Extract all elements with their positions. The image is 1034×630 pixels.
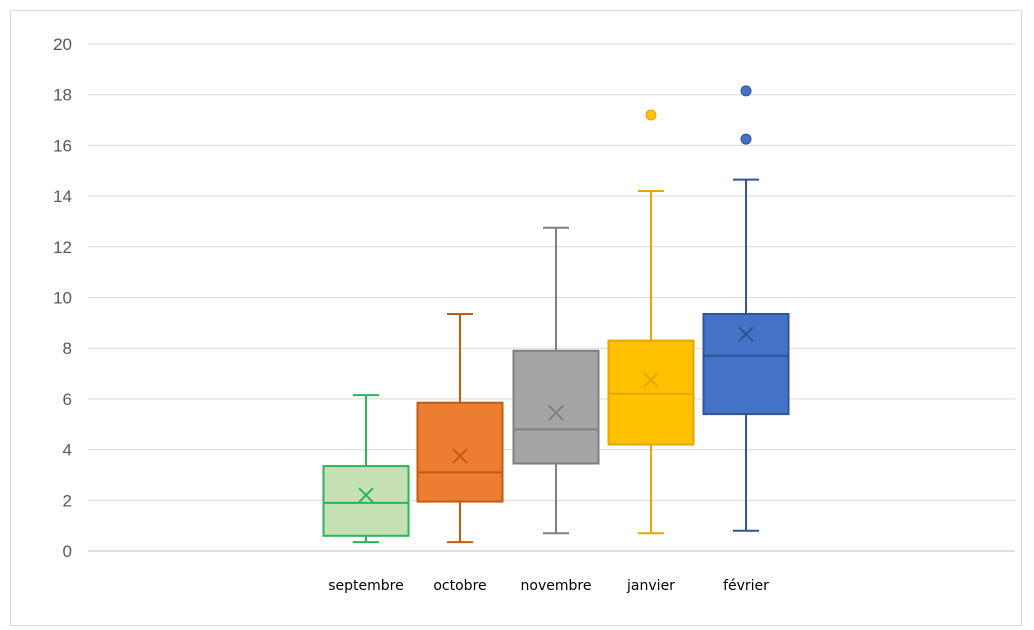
y-tick-label: 10 xyxy=(53,289,72,308)
box-1-iqr-box xyxy=(416,401,504,503)
box-0-iqr-box xyxy=(322,465,410,537)
box-3-outlier-0 xyxy=(645,109,657,121)
box-2-mean-marker-b xyxy=(548,405,564,421)
box-3-iqr-box xyxy=(607,339,695,446)
chart-frame xyxy=(10,10,1022,626)
y-tick-label: 8 xyxy=(63,339,72,358)
y-tick-label: 18 xyxy=(53,86,72,105)
box-4-outlier-0 xyxy=(740,133,752,145)
y-tick-label: 2 xyxy=(63,491,72,510)
box-0-mean-marker-b xyxy=(358,487,374,503)
box-3-mean-marker-b xyxy=(643,372,659,388)
box-4-outlier-1 xyxy=(740,85,752,97)
box-1-mean-marker-b xyxy=(452,448,468,464)
box-4-iqr-box xyxy=(702,312,790,416)
y-tick-label: 20 xyxy=(53,35,72,54)
y-tick-label: 16 xyxy=(53,136,72,155)
category-label-0: septembre xyxy=(328,578,403,594)
category-label-4: février xyxy=(723,578,769,594)
category-label-3: janvier xyxy=(626,578,675,594)
box-2-iqr-box xyxy=(512,349,600,465)
y-tick-label: 12 xyxy=(53,238,72,257)
y-tick-label: 14 xyxy=(53,187,72,206)
y-tick-label: 6 xyxy=(63,390,72,409)
y-tick-label: 4 xyxy=(63,441,72,460)
category-label-2: novembre xyxy=(521,578,592,594)
box-4-mean-marker-b xyxy=(738,326,754,342)
category-label-1: octobre xyxy=(433,578,486,594)
y-tick-label: 0 xyxy=(63,542,72,561)
